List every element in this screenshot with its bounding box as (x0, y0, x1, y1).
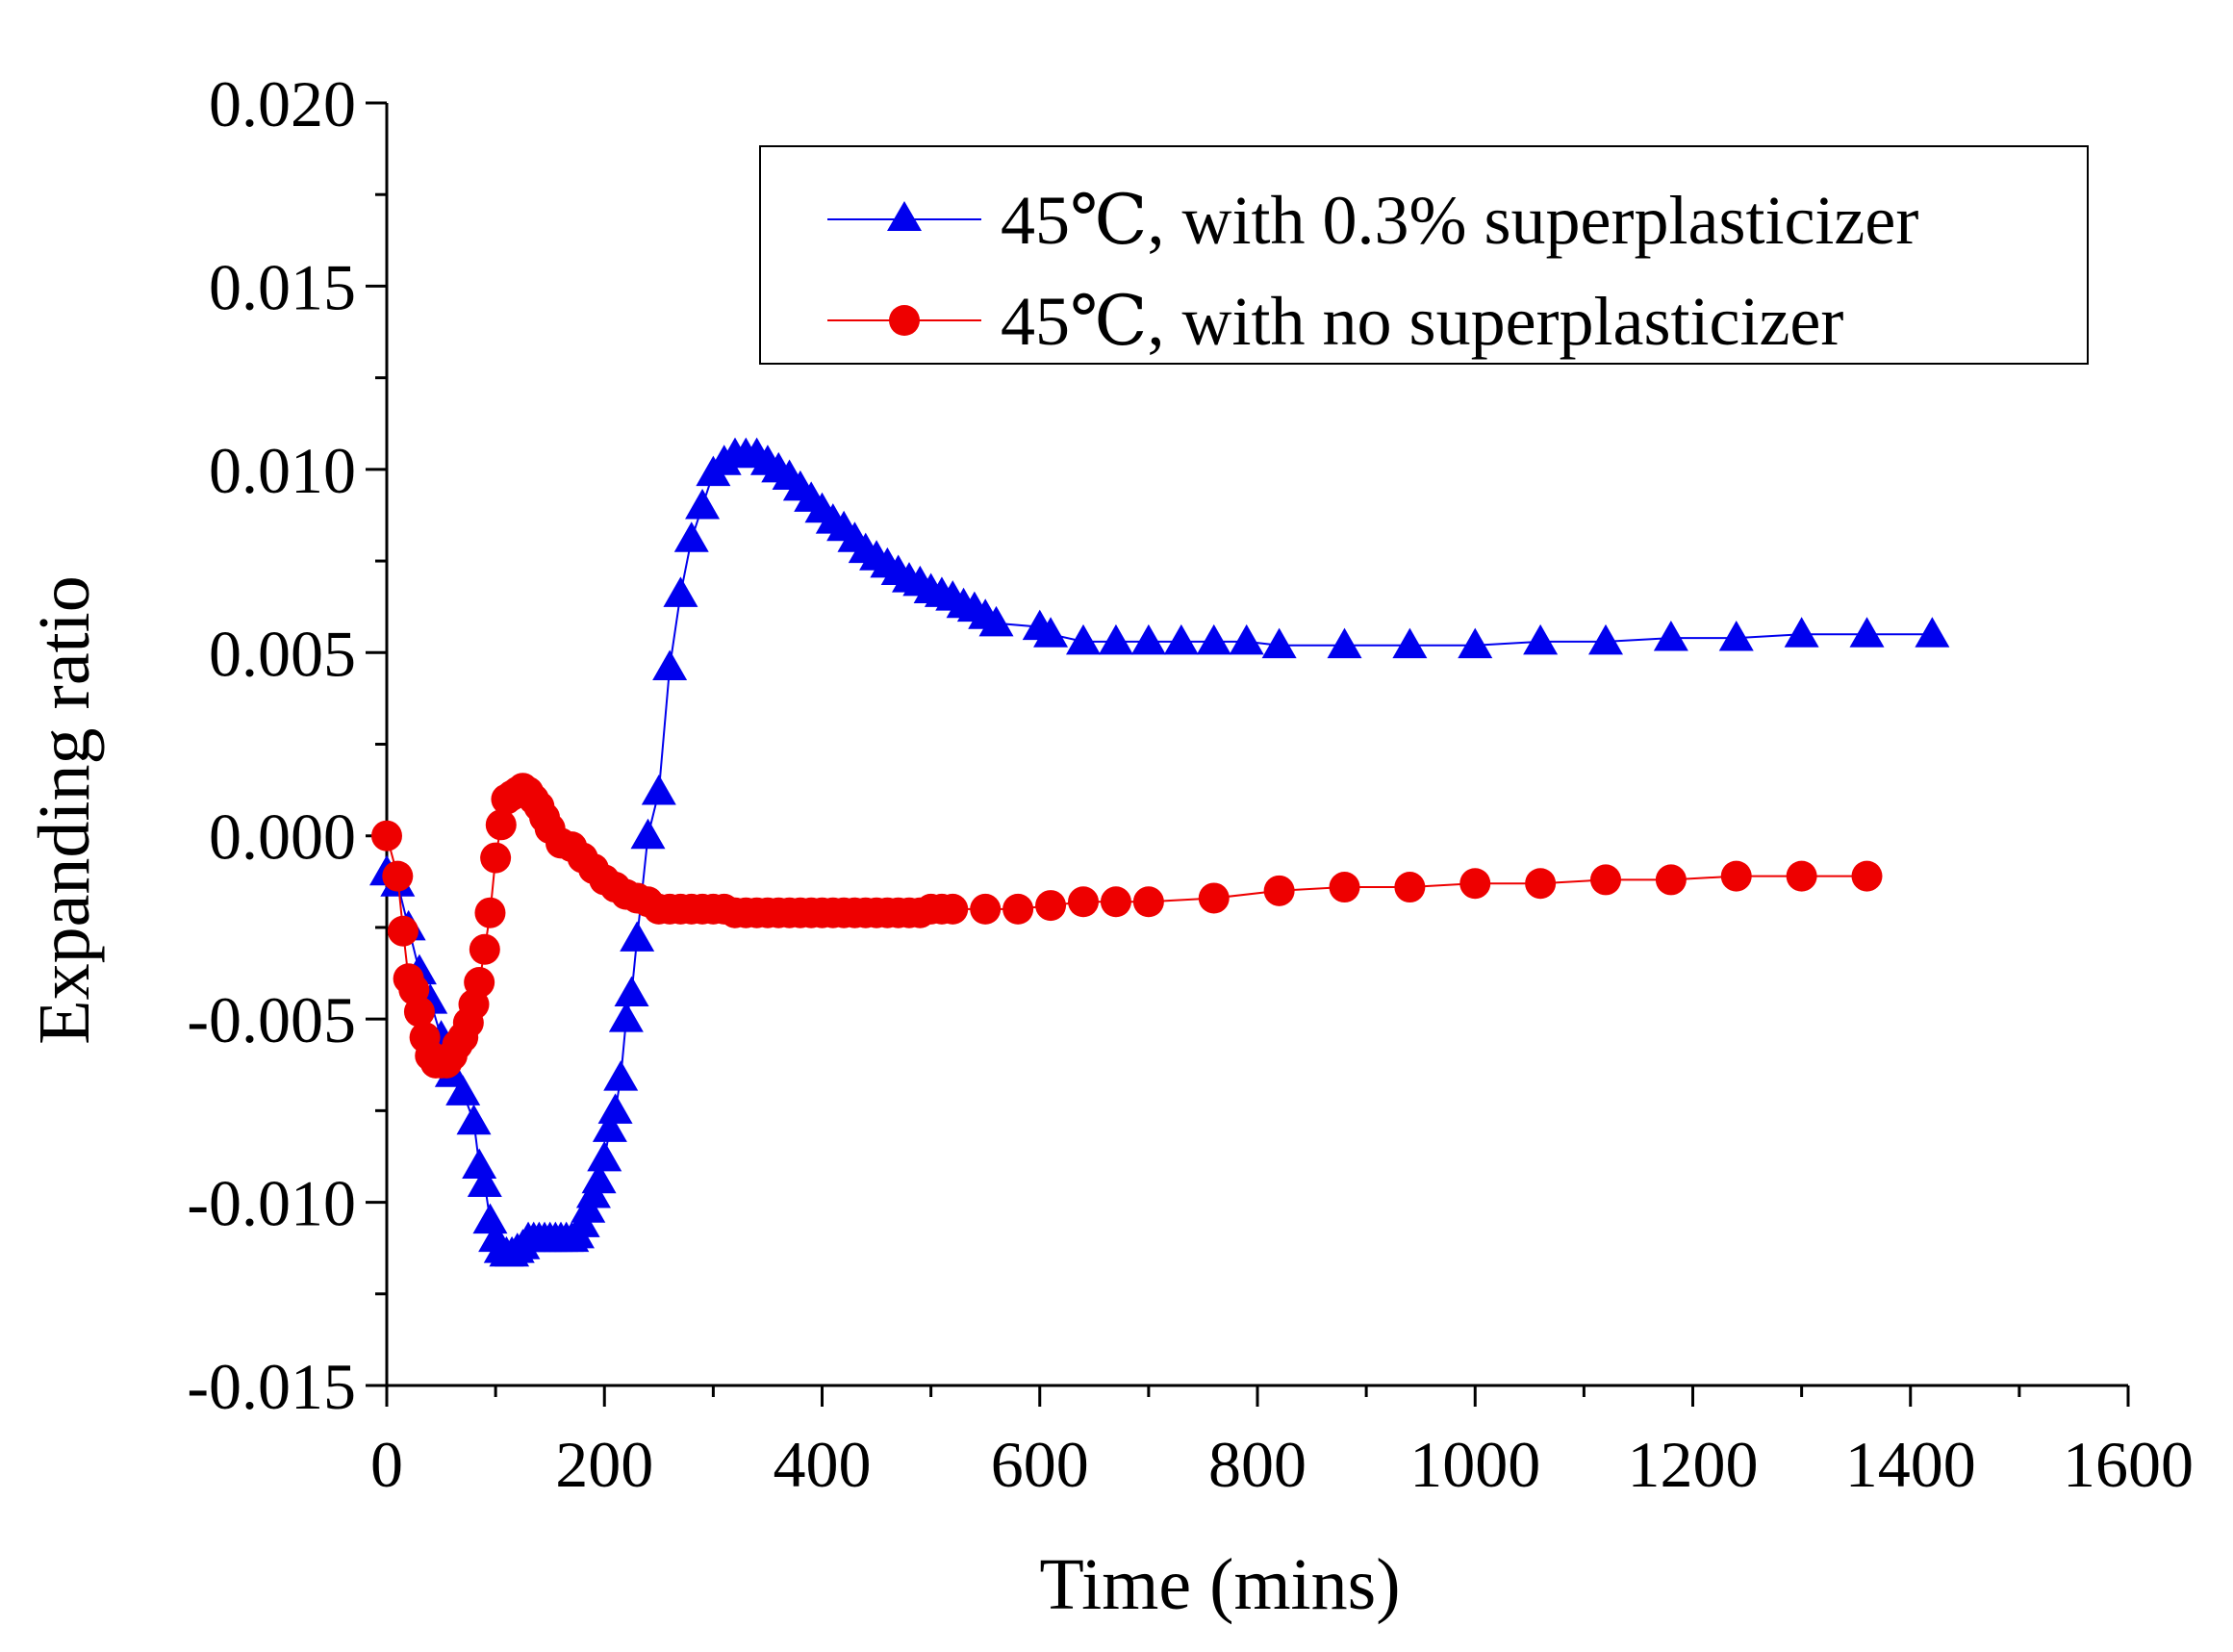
x-tick-label: 800 (1208, 1428, 1307, 1501)
x-tick-label: 1400 (1845, 1428, 1976, 1501)
data-point (462, 1148, 497, 1179)
data-point (587, 1140, 622, 1172)
data-point (1198, 882, 1230, 914)
data-point (1392, 627, 1428, 659)
x-tick-label: 1200 (1628, 1428, 1759, 1501)
x-tick-label: 600 (991, 1428, 1089, 1501)
data-point (1098, 623, 1133, 655)
data-point (1163, 623, 1199, 655)
data-point (371, 820, 402, 851)
y-axis-title: Expanding ratio (24, 575, 105, 1045)
data-point (1263, 875, 1295, 906)
data-point (641, 775, 676, 805)
data-point (1196, 623, 1231, 655)
data-point (1261, 627, 1297, 659)
data-point (467, 1166, 502, 1198)
data-point (1459, 868, 1491, 900)
data-point (480, 842, 512, 874)
data-point (1066, 623, 1101, 655)
ticks: 0 200 400 600 800 1000 1200 1400 1600 -0.015 -0.01… (187, 67, 2194, 1501)
legend-box (759, 145, 2089, 365)
x-axis-title: Time (mins) (1039, 1544, 1400, 1625)
y-tick-label: 0.020 (209, 67, 356, 140)
data-point (469, 933, 500, 965)
data-point (1327, 627, 1362, 659)
data-point (1229, 623, 1264, 655)
legend-label-2: 45℃, with no superplasticizer (1001, 283, 1843, 360)
y-tick-label: 0.010 (209, 434, 356, 507)
data-point (1458, 627, 1493, 659)
data-point (1915, 617, 1950, 648)
data-point (1786, 860, 1817, 892)
series-line (386, 786, 1867, 1064)
y-tick-label: 0.005 (209, 617, 356, 690)
x-tick-label: 1000 (1409, 1428, 1540, 1501)
x-tick-label: 200 (555, 1428, 653, 1501)
data-point (1653, 621, 1688, 651)
data-point (1849, 617, 1885, 648)
y-tick-label: -0.010 (187, 1167, 356, 1240)
data-point (1132, 886, 1164, 918)
data-point (630, 818, 666, 850)
y-tick-label: 0.000 (209, 801, 356, 874)
data-point (403, 996, 435, 1028)
data-point (1588, 623, 1623, 655)
series-1 (369, 437, 1950, 1267)
data-point (1002, 893, 1034, 925)
data-point (382, 860, 414, 892)
legend-entry-1: 45℃, with 0.3% superplasticizer (827, 182, 1918, 259)
data-point (485, 809, 517, 841)
series-2 (371, 773, 1883, 1079)
x-tick-label: 400 (774, 1428, 872, 1501)
data-point (597, 1093, 633, 1124)
data-point (464, 967, 495, 999)
data-point (1130, 623, 1166, 655)
data-point (1329, 872, 1360, 903)
data-point (1035, 890, 1067, 922)
data-point (387, 915, 419, 947)
data-point (592, 1111, 627, 1142)
data-point (1720, 860, 1752, 892)
y-tick-label: -0.015 (187, 1350, 356, 1423)
data-point (937, 893, 969, 925)
data-point (1784, 617, 1819, 648)
data-point (1851, 860, 1883, 892)
legend-entry-2: 45℃, with no superplasticizer (827, 283, 1843, 360)
legend-label-1: 45℃, with 0.3% superplasticizer (1001, 182, 1918, 259)
data-point (474, 897, 506, 928)
data-point (1718, 621, 1754, 651)
data-point (1394, 872, 1426, 903)
x-tick-label: 1600 (2063, 1428, 2194, 1501)
data-point (581, 1162, 617, 1194)
plot-area (369, 437, 1950, 1267)
data-point (608, 1002, 644, 1032)
data-point (652, 649, 688, 681)
data-point (685, 488, 721, 520)
legend-marker-2 (889, 305, 920, 336)
data-point (1068, 886, 1099, 918)
data-point (1655, 864, 1687, 896)
legend: 45℃, with 0.3% superplasticizer 45℃, wit… (759, 145, 2089, 365)
data-point (1033, 617, 1069, 648)
data-point (1523, 623, 1559, 655)
y-tick-label: 0.015 (209, 250, 356, 323)
data-point (445, 1075, 481, 1106)
data-point (1590, 864, 1621, 896)
data-point (603, 1060, 639, 1091)
data-point (1100, 886, 1131, 918)
legend-marker-1 (887, 201, 922, 231)
data-point (978, 605, 1014, 637)
data-point (1525, 868, 1557, 900)
y-tick-label: -0.005 (187, 983, 356, 1056)
data-point (673, 521, 709, 552)
data-point (456, 1104, 492, 1135)
data-point (663, 576, 698, 607)
data-point (620, 921, 655, 952)
data-point (472, 1203, 508, 1234)
data-point (970, 893, 1002, 925)
x-tick-label: 0 (370, 1428, 403, 1501)
data-point (614, 976, 649, 1006)
